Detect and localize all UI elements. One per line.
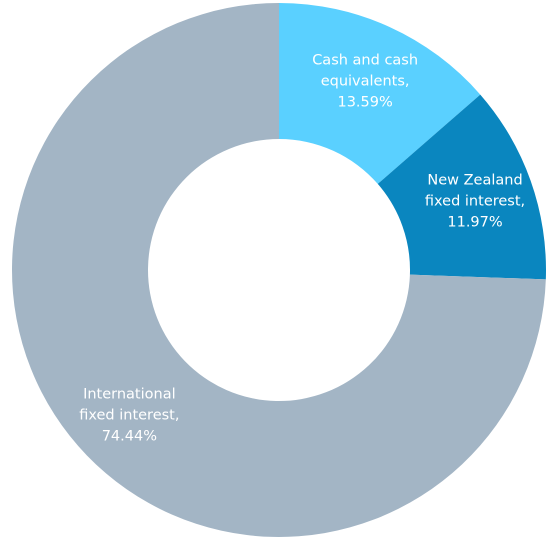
pie-slice-2	[12, 3, 546, 537]
pie-slice-0	[279, 3, 481, 184]
slice-label-1-line-2: 11.97%	[447, 214, 502, 230]
slice-label-2: International fixed interest, 74.44%	[79, 386, 179, 444]
slice-label-2-line-1: fixed interest,	[79, 407, 179, 423]
slice-label-0-line-2: 13.59%	[337, 95, 392, 111]
slice-label-2-line-2: 74.44%	[102, 428, 157, 444]
slice-label-0-line-0: Cash and cash	[312, 53, 418, 69]
slice-label-1-line-0: New Zealand	[427, 172, 522, 188]
slice-label-1: New Zealand fixed interest, 11.97%	[425, 172, 525, 230]
slice-layer	[12, 3, 546, 537]
pie-slice-1	[377, 94, 546, 280]
slice-label-2-line-0: International	[83, 386, 176, 402]
slice-label-0-line-1: equivalents,	[321, 74, 410, 90]
label-layer: Cash and cash equivalents, 13.59% New Zeala…	[79, 53, 525, 445]
slice-label-1-line-1: fixed interest,	[425, 193, 525, 209]
slice-label-0: Cash and cash equivalents, 13.59%	[312, 53, 418, 111]
